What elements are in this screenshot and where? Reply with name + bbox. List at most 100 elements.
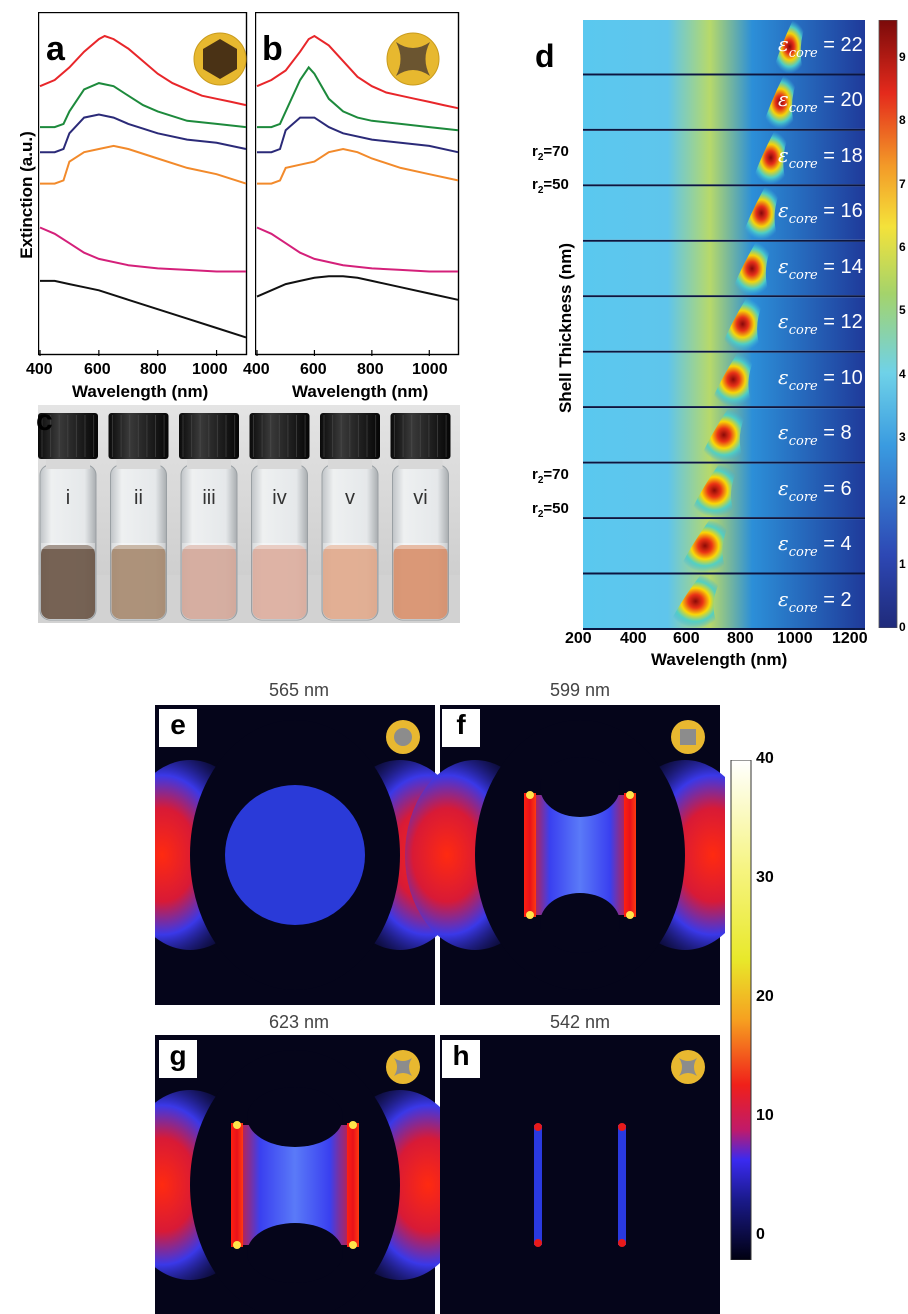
vial-label-2: ii <box>134 487 143 509</box>
panel-letter-c: c <box>36 404 53 437</box>
vial-4 <box>249 413 310 621</box>
epsilon-sub: core <box>788 323 818 339</box>
d-colorbar-tick-4: 4 <box>899 366 906 381</box>
panel-letter-f: f <box>442 709 480 747</box>
series-orange <box>257 147 459 185</box>
d-strip-11 <box>583 574 865 630</box>
field-colorbar-tick-20: 20 <box>756 988 774 1006</box>
chart-a-plot <box>39 34 247 356</box>
panel-letter-b: b <box>262 30 283 68</box>
epsilon-sub: core <box>788 156 818 172</box>
vial-label-1: i <box>65 487 71 509</box>
epsilon-sub: core <box>788 212 818 228</box>
epsilon-sub: core <box>788 267 818 283</box>
xtick-b-600: 600 <box>300 361 327 378</box>
vials-photo <box>38 405 460 623</box>
title-f: 599 nm <box>549 680 611 700</box>
epsilon-symbol: ε <box>778 364 789 389</box>
xtick-a-1000: 1000 <box>192 361 228 378</box>
d-xtick-400: 400 <box>620 630 647 647</box>
chart-b-xlabel: Wavelength (nm) <box>292 382 429 401</box>
epsilon-value: = 20 <box>817 89 863 112</box>
series-pink <box>256 226 458 273</box>
field-map-h <box>440 1035 720 1314</box>
field-colorbar-tick-40: 40 <box>756 750 774 767</box>
series-orange <box>40 144 247 185</box>
d-strip-1 <box>583 20 865 76</box>
epsilon-symbol: ε <box>778 32 789 56</box>
r-label-bottom-50: r2=50 <box>532 500 569 520</box>
d-colorbar-tick-6: 6 <box>899 240 906 254</box>
vial-label-4: iv <box>272 487 287 509</box>
epsilon-symbol: ε <box>778 531 789 556</box>
d-strip-label-6: εcore = 12 <box>778 309 863 338</box>
chart-b-plot <box>256 34 459 356</box>
d-strips <box>583 20 865 630</box>
d-strip-label-11: εcore = 2 <box>778 587 852 616</box>
title-h: 542 nm <box>549 1012 611 1032</box>
series-green <box>257 65 459 132</box>
shape-icon-h <box>671 1050 705 1084</box>
field-colorbar <box>730 760 752 1260</box>
shape-icon-e <box>386 720 420 754</box>
d-colorbar-tick-2: 2 <box>899 493 906 508</box>
field-colorbar-tick-30: 30 <box>756 869 774 887</box>
vial-label-5: v <box>345 487 355 509</box>
series-navy <box>40 113 247 154</box>
epsilon-value: = 14 <box>817 255 863 278</box>
vial-5 <box>320 413 380 621</box>
field-map-g <box>155 1035 470 1314</box>
title-e: 565 nm <box>268 680 330 700</box>
r-sub: 2 <box>537 509 544 520</box>
chart-a <box>38 12 248 356</box>
chart-a-xlabel: Wavelength (nm) <box>72 382 209 401</box>
d-colorbar-tick-7: 7 <box>899 176 906 191</box>
d-xtick-800: 800 <box>727 630 754 647</box>
epsilon-sub: core <box>788 600 818 616</box>
d-strip-8 <box>583 408 865 464</box>
r-value: =70 <box>543 143 569 160</box>
r-symbol: r <box>532 143 538 160</box>
d-colorbar-tick-0: 0 <box>899 620 906 634</box>
d-strip-label-1: εcore = 22 <box>778 32 863 61</box>
panel-letter-e: e <box>159 709 197 747</box>
d-xtick-600: 600 <box>673 630 700 647</box>
d-strip-label-8: εcore = 8 <box>778 420 852 449</box>
d-ylabel: Shell Thickness (nm) <box>556 242 575 414</box>
d-strip-2 <box>583 75 865 131</box>
chart-b-frame <box>255 12 460 356</box>
d-strip-10 <box>583 519 865 575</box>
r-sub: 2 <box>537 152 544 163</box>
nanoparticle-icon-a <box>193 32 247 86</box>
d-strip-label-7: εcore = 10 <box>778 364 863 394</box>
d-xtick-1000: 1000 <box>777 630 813 647</box>
r-label-top-70: r2=70 <box>532 143 569 163</box>
epsilon-value: = 10 <box>817 366 863 389</box>
d-colorbar-tick-9: 9 <box>899 50 906 64</box>
d-colorbar <box>878 20 898 628</box>
epsilon-symbol: ε <box>778 309 789 334</box>
epsilon-symbol: ε <box>778 198 789 223</box>
field-map-e <box>155 705 470 1005</box>
series-red <box>39 34 247 107</box>
epsilon-value: = 4 <box>817 533 852 556</box>
d-strip-label-2: εcore = 20 <box>778 87 863 116</box>
d-strip-label-5: εcore = 14 <box>778 254 863 283</box>
epsilon-sub: core <box>788 101 818 117</box>
epsilon-symbol: ε <box>778 475 789 500</box>
epsilon-symbol: ε <box>778 420 789 445</box>
d-colorbar-tick-3: 3 <box>899 430 906 444</box>
xtick-a-800: 800 <box>140 361 167 378</box>
epsilon-sub: core <box>788 434 818 450</box>
panel-letter-g: g <box>159 1040 197 1078</box>
epsilon-sub: core <box>788 545 818 561</box>
chart-b <box>255 12 460 356</box>
d-strip-4 <box>583 186 865 242</box>
field-colorbar-tick-10: 10 <box>756 1107 774 1125</box>
epsilon-value: = 16 <box>817 200 863 223</box>
epsilon-value: = 22 <box>817 34 863 56</box>
epsilon-value: = 2 <box>817 588 852 611</box>
chart-a-frame <box>38 12 248 356</box>
r-value: =70 <box>543 466 569 483</box>
r-label-top-50: r2=50 <box>532 176 569 196</box>
